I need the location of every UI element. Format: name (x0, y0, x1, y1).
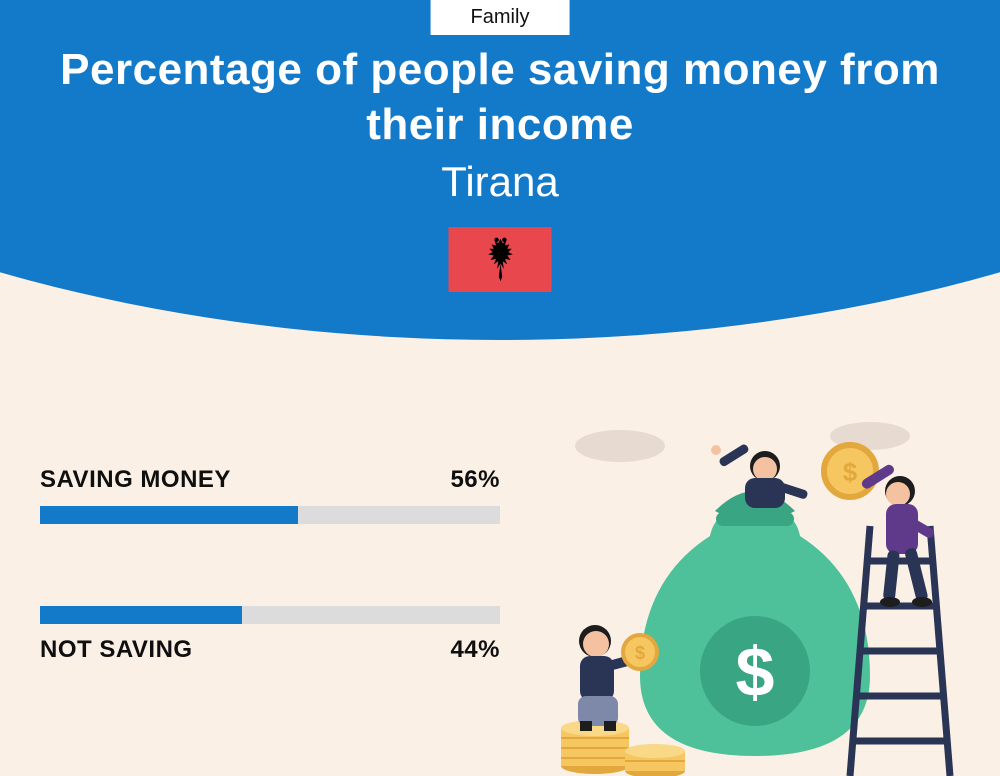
bar-fill (40, 606, 242, 624)
bar-fill (40, 506, 298, 524)
bar-track (40, 506, 500, 524)
svg-text:$: $ (635, 643, 645, 663)
bar-label: SAVING MONEY (40, 466, 231, 494)
bar-header: SAVING MONEY 56% (40, 466, 500, 494)
bar-value: 56% (450, 466, 500, 494)
main-title: Percentage of people saving money from t… (0, 42, 1000, 152)
svg-text:$: $ (843, 457, 858, 487)
bar-header: NOT SAVING 44% (40, 636, 500, 664)
bar-saving: SAVING MONEY 56% (40, 466, 500, 524)
person-top-icon (711, 443, 809, 508)
subtitle: Tirana (0, 158, 1000, 206)
flag-eagle-icon (472, 232, 528, 288)
bar-value: 44% (450, 636, 500, 664)
svg-text:$: $ (736, 633, 775, 711)
bar-not-saving: NOT SAVING 44% (40, 606, 500, 664)
illustration-svg: $ (540, 416, 970, 776)
bar-track (40, 606, 500, 624)
country-flag (449, 227, 552, 292)
category-pill: Family (431, 0, 570, 35)
category-label: Family (471, 6, 530, 28)
ladder-icon (850, 526, 950, 776)
infographic-canvas: Family Percentage of people saving money… (0, 0, 1000, 776)
coin-stack-icon (561, 720, 629, 774)
bar-chart: SAVING MONEY 56% NOT SAVING 44% (40, 466, 500, 664)
bar-label: NOT SAVING (40, 636, 193, 664)
savings-illustration: $ (540, 416, 970, 776)
